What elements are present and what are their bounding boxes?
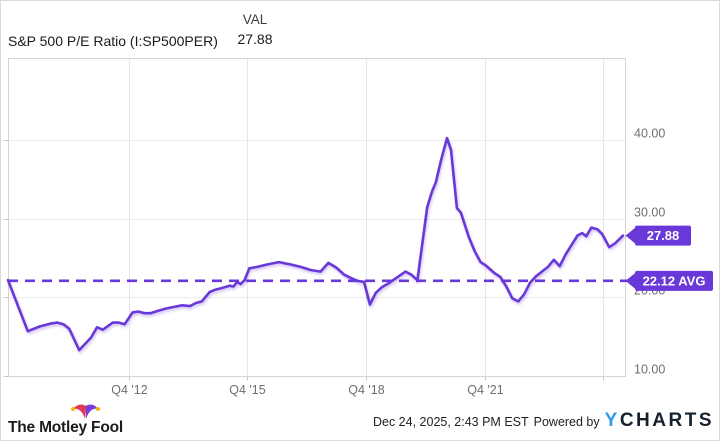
- ycharts-logo[interactable]: YCHARTS: [604, 410, 714, 431]
- plot-border: [8, 58, 626, 377]
- val-column-header: VAL: [242, 12, 268, 27]
- motley-fool-wordmark: The Motley Fool: [8, 419, 123, 436]
- x-axis-label: Q4 '12: [111, 383, 147, 397]
- val-column: VAL 27.88: [222, 12, 288, 47]
- ycharts-y-glyph: Y: [604, 410, 620, 431]
- jester-hat-icon: [71, 404, 100, 419]
- y-axis-label: 30.00: [634, 206, 665, 220]
- timestamp: Dec 24, 2025, 2:43 PM EST: [372, 415, 529, 429]
- current-value-badge: [625, 227, 636, 245]
- current-value: 27.88: [237, 31, 273, 47]
- motley-fool-logo[interactable]: The Motley Fool: [8, 419, 123, 437]
- powered-by-label: Powered by: [533, 415, 600, 429]
- attribution-bar: Dec 24, 2025, 2:43 PM EST Powered by YCH…: [373, 410, 714, 432]
- average-value-badge: [635, 270, 713, 291]
- average-value-badge: [625, 272, 636, 290]
- current-value-badge-label: 27.88: [647, 228, 680, 243]
- y-axis-label: 40.00: [634, 127, 665, 141]
- x-axis-label: Q4 '18: [348, 383, 384, 397]
- x-axis-label: Q4 '21: [467, 383, 503, 397]
- average-value-badge-label: 22.12 AVG: [643, 273, 706, 288]
- chart-title: S&P 500 P/E Ratio (I:SP500PER): [8, 33, 218, 49]
- pe-line-series: [6, 136, 625, 352]
- y-axis-label: 10.00: [634, 363, 665, 377]
- current-value-badge: [635, 225, 691, 246]
- x-axis-label: Q4 '15: [229, 383, 265, 397]
